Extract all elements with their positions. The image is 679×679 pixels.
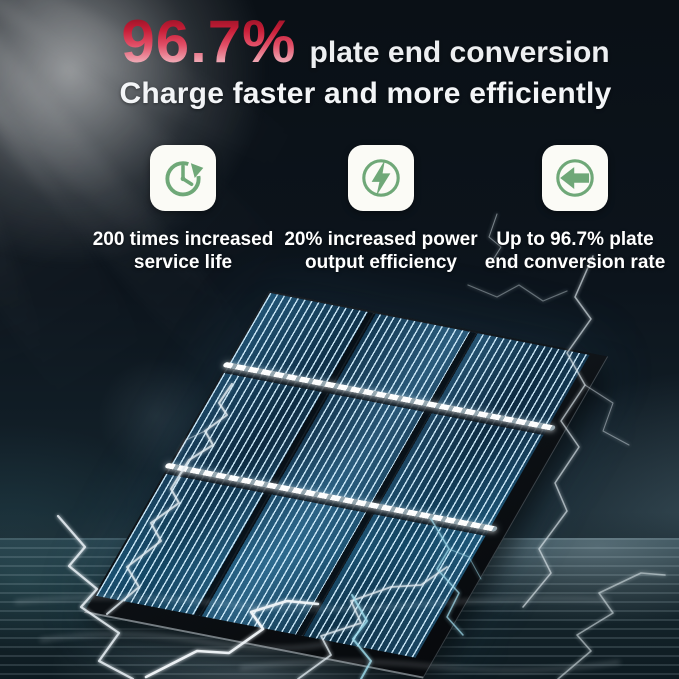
- feature-caption: 20% increased power output efficiency: [284, 229, 477, 275]
- left-arrow-icon: [542, 145, 608, 211]
- features-row: 200 times increased service life 20% inc…: [0, 145, 679, 295]
- caption-line: 20% increased power: [284, 229, 478, 250]
- caption-line: service life: [133, 251, 233, 273]
- caption-line: 200 times increased: [92, 229, 274, 250]
- caption-line: end conversion rate: [484, 251, 666, 273]
- feature-conversion-rate: Up to 96.7% plate end conversion rate: [465, 145, 679, 275]
- caption-line: Up to 96.7% plate: [496, 229, 654, 250]
- headline: 96.7% plate end conversion Charge faster…: [26, 10, 679, 111]
- feature-caption: Up to 96.7% plate end conversion rate: [485, 229, 666, 275]
- title-percent: 96.7%: [121, 8, 297, 75]
- solar-busbar: [164, 462, 499, 533]
- feature-service-life: 200 times increased service life: [73, 145, 293, 275]
- feature-power-output: 20% increased power output efficiency: [271, 145, 491, 275]
- feature-caption: 200 times increased service life: [93, 229, 274, 275]
- subtitle: Charge faster and more efficiently: [119, 77, 612, 110]
- history-clock-icon: [150, 145, 216, 211]
- lightning-bolt-icon: [348, 145, 414, 211]
- title-text: plate end conversion: [309, 36, 610, 69]
- solar-busbar: [222, 361, 557, 432]
- caption-line: output efficiency: [304, 251, 457, 273]
- page-title: 96.7% plate end conversion: [26, 10, 679, 73]
